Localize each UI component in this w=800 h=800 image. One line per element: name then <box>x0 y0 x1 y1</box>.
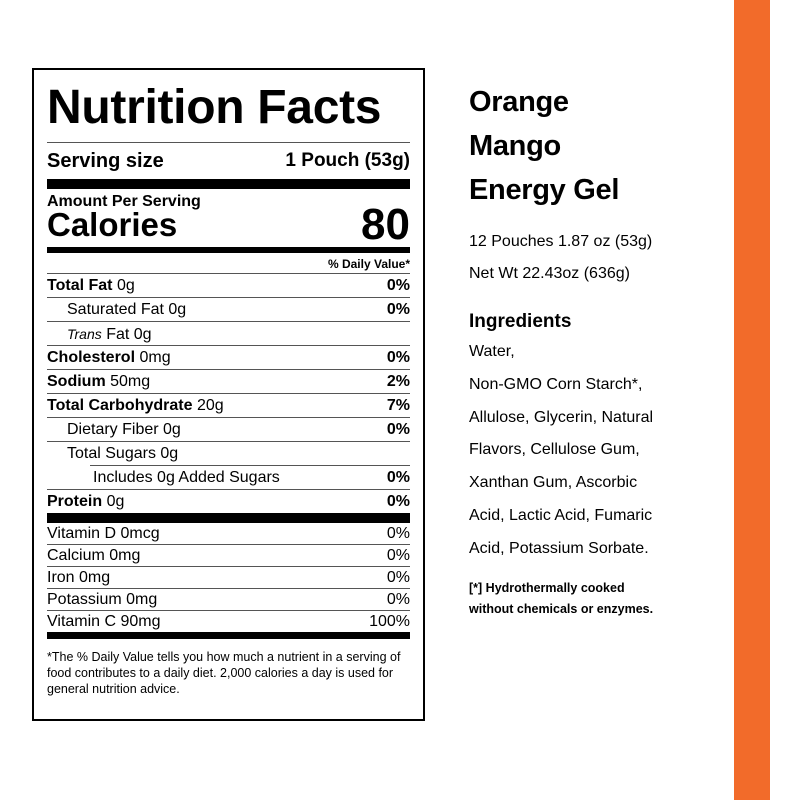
pouch-count: 12 Pouches 1.87 oz (53g) <box>469 233 653 250</box>
vitamin-dv: 0% <box>386 547 410 564</box>
orange-accent-bar <box>734 0 770 800</box>
nutrient-name: Protein <box>47 493 103 510</box>
vitamin-dv: 0% <box>386 525 410 542</box>
calories-row: Calories 80 <box>47 200 410 249</box>
vitamin-dv: 0% <box>386 591 410 608</box>
nutrient-amount: 0g <box>163 421 181 438</box>
nutrient-amount: 0g <box>133 326 152 343</box>
vitamin-dv: 100% <box>369 613 410 630</box>
nutrient-name: Includes 0g Added Sugars <box>93 469 280 486</box>
vitamin-row-potassium: Potassium 0mg 0% <box>47 589 410 611</box>
nutrient-dv: 0% <box>386 301 410 318</box>
nutrient-row-protein: Protein 0g 0% <box>47 489 410 513</box>
vitamin-row-vitamin-d: Vitamin D 0mcg 0% <box>47 523 410 545</box>
vitamin-name: Iron 0mg <box>47 569 111 586</box>
net-weight: Net Wt 22.43oz (636g) <box>469 265 630 282</box>
daily-value-footnote: *The % Daily Value tells you how much a … <box>47 650 401 696</box>
nutrient-amount: 0g <box>106 493 125 510</box>
ingredients-heading: Ingredients <box>469 311 572 332</box>
nutrient-row-dietary-fiber: Dietary Fiber 0g 0% <box>47 418 410 442</box>
nutrient-amount: 0g <box>168 301 187 318</box>
nutrient-dv: 7% <box>386 397 410 414</box>
nutrient-row-sodium: Sodium 50mg 2% <box>47 370 410 394</box>
product-title-line-1: Orange <box>469 86 569 118</box>
nutrient-dv: 2% <box>386 373 410 390</box>
vitamin-row-calcium: Calcium 0mg 0% <box>47 545 410 567</box>
product-info: Orange Mango Energy Gel 12 Pouches 1.87 … <box>469 80 729 620</box>
ingredient-line: Flavors, Cellulose Gum, <box>469 441 640 459</box>
nutrient-row-total-sugars: Total Sugars 0g <box>47 442 410 465</box>
vitamin-dv: 0% <box>386 569 410 586</box>
nutrient-name: Total Fat <box>47 277 113 294</box>
serving-size-label: Serving size <box>47 149 164 172</box>
nutrient-amount: 50mg <box>110 373 151 390</box>
nutrient-row-total-fat: Total Fat 0g 0% <box>47 274 410 298</box>
nutrient-name: Sodium <box>47 373 106 390</box>
calories-label: Calories <box>47 206 178 243</box>
vitamin-name: Vitamin C 90mg <box>47 613 161 630</box>
nutrient-dv: 0% <box>386 493 410 510</box>
medium-divider <box>47 247 410 253</box>
nutrient-dv: 0% <box>386 277 410 294</box>
medium-divider <box>47 632 410 639</box>
nutrient-name: Trans <box>67 326 102 342</box>
vitamin-name: Vitamin D 0mcg <box>47 525 160 542</box>
nutrient-row-added-sugars: Includes 0g Added Sugars 0% <box>90 465 410 489</box>
nutrition-facts-label: Nutrition Facts Serving size 1 Pouch (53… <box>32 68 425 721</box>
nutrient-amount: 0g <box>116 277 135 294</box>
nutrient-row-cholesterol: Cholesterol 0mg 0% <box>47 346 410 370</box>
ingredient-line: Xanthan Gum, Ascorbic <box>469 474 638 492</box>
ingredient-note-line-2: without chemicals or enzymes. <box>469 601 654 616</box>
daily-value-header: % Daily Value* <box>47 253 410 274</box>
vitamin-row-iron: Iron 0mg 0% <box>47 567 410 589</box>
nutrient-dv: 0% <box>386 421 410 438</box>
vitamin-name: Potassium 0mg <box>47 591 158 608</box>
nutrient-row-total-carbohydrate: Total Carbohydrate 20g 7% <box>47 394 410 418</box>
amount-per-serving: Amount Per Serving <box>47 193 201 210</box>
nutrient-dv: 0% <box>386 349 410 366</box>
nutrient-name: Total Carbohydrate <box>47 397 193 414</box>
nutrient-name: Saturated Fat <box>67 301 164 318</box>
vitamin-row-vitamin-c: Vitamin C 90mg 100% <box>47 611 410 632</box>
serving-size-value: 1 Pouch (53g) <box>285 150 410 171</box>
nutrient-name: Total Sugars <box>67 445 156 462</box>
nutrition-facts-title: Nutrition Facts <box>47 81 382 134</box>
ingredient-line: Water, <box>469 343 515 360</box>
nutrient-dv: 0% <box>386 469 410 486</box>
nutrient-name: Cholesterol <box>47 349 136 366</box>
nutrient-amount: 0g <box>160 445 179 462</box>
ingredient-line: Non-GMO Corn Starch*, <box>469 375 643 393</box>
vitamin-name: Calcium 0mg <box>47 547 141 564</box>
nutrient-amount: 0mg <box>139 349 171 366</box>
divider <box>47 142 410 143</box>
serving-size-row: Serving size 1 Pouch (53g) <box>47 143 410 179</box>
product-title-line-2: Mango <box>469 130 561 162</box>
nutrient-amount: 20g <box>196 397 224 414</box>
ingredient-line: Acid, Lactic Acid, Fumaric <box>469 506 653 524</box>
ingredient-line: Acid, Potassium Sorbate. <box>469 539 649 557</box>
thick-divider <box>47 513 410 523</box>
thick-divider <box>47 179 410 189</box>
nutrient-row-trans-fat: Trans Fat 0g <box>47 322 410 346</box>
calories-value: 80 <box>361 200 410 249</box>
ingredient-line: Allulose, Glycerin, Natural <box>469 408 654 426</box>
nutrient-name: Dietary Fiber <box>67 421 159 438</box>
ingredient-note-line-1: [*] Hydrothermally cooked <box>469 580 625 595</box>
nutrient-name-suffix: Fat <box>106 326 130 343</box>
nutrient-row-saturated-fat: Saturated Fat 0g 0% <box>47 298 410 322</box>
product-title-line-3: Energy Gel <box>469 174 620 206</box>
